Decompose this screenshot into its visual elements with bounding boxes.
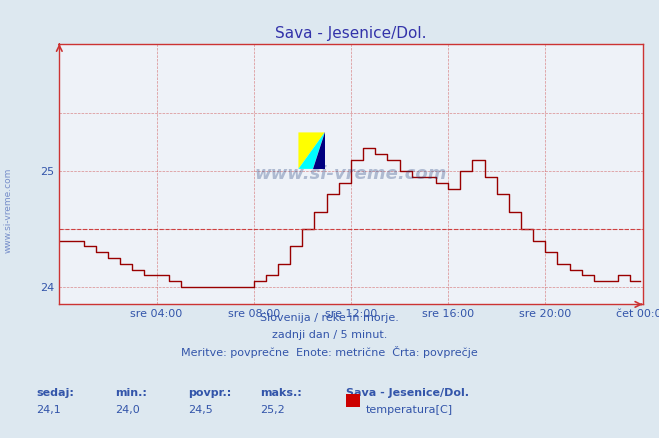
Text: 25,2: 25,2	[260, 405, 285, 415]
Text: Meritve: povprečne  Enote: metrične  Črta: povprečje: Meritve: povprečne Enote: metrične Črta:…	[181, 346, 478, 358]
Polygon shape	[299, 132, 325, 169]
Polygon shape	[313, 132, 325, 169]
Text: 24,5: 24,5	[188, 405, 213, 415]
Text: www.si-vreme.com: www.si-vreme.com	[4, 168, 13, 253]
Text: www.si-vreme.com: www.si-vreme.com	[254, 165, 447, 183]
Text: temperatura[C]: temperatura[C]	[366, 405, 453, 415]
Text: 24,1: 24,1	[36, 405, 61, 415]
Text: Slovenija / reke in morje.: Slovenija / reke in morje.	[260, 313, 399, 323]
Text: sedaj:: sedaj:	[36, 388, 74, 398]
Title: Sava - Jesenice/Dol.: Sava - Jesenice/Dol.	[275, 26, 426, 41]
Polygon shape	[299, 132, 325, 169]
Text: povpr.:: povpr.:	[188, 388, 231, 398]
Text: 24,0: 24,0	[115, 405, 140, 415]
Text: min.:: min.:	[115, 388, 147, 398]
Text: Sava - Jesenice/Dol.: Sava - Jesenice/Dol.	[346, 388, 469, 398]
Text: maks.:: maks.:	[260, 388, 302, 398]
Text: zadnji dan / 5 minut.: zadnji dan / 5 minut.	[272, 330, 387, 340]
